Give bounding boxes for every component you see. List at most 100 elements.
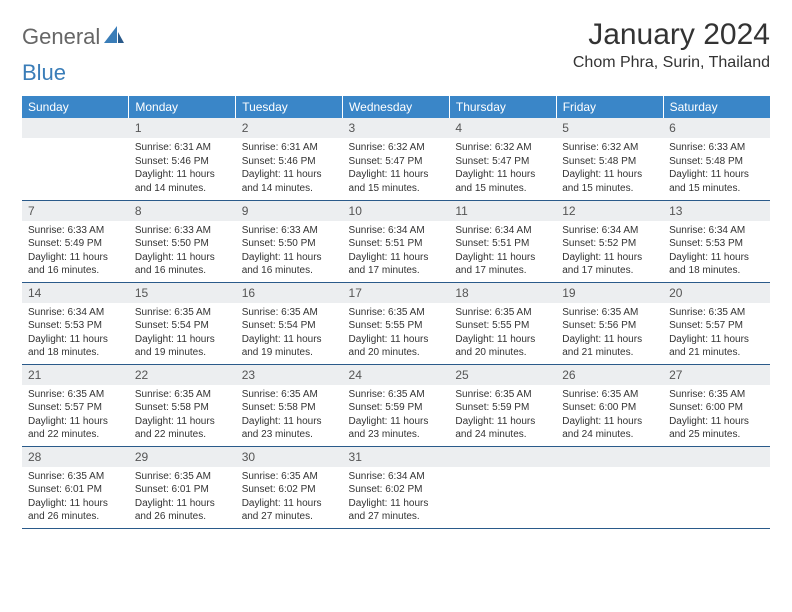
month-title: January 2024 xyxy=(573,18,770,52)
day-number: 9 xyxy=(236,201,343,221)
daylight-text: Daylight: 11 hours and 15 minutes. xyxy=(349,168,444,195)
sunset-text: Sunset: 5:57 PM xyxy=(28,401,123,415)
day-details: Sunrise: 6:34 AMSunset: 5:52 PMDaylight:… xyxy=(556,221,663,281)
weekday-header: Friday xyxy=(556,96,663,118)
day-details: Sunrise: 6:34 AMSunset: 5:51 PMDaylight:… xyxy=(343,221,450,281)
sunset-text: Sunset: 6:00 PM xyxy=(562,401,657,415)
calendar-day-cell: 21Sunrise: 6:35 AMSunset: 5:57 PMDayligh… xyxy=(22,364,129,446)
calendar-day-cell: 14Sunrise: 6:34 AMSunset: 5:53 PMDayligh… xyxy=(22,282,129,364)
daylight-text: Daylight: 11 hours and 16 minutes. xyxy=(242,251,337,278)
calendar-day-cell: 24Sunrise: 6:35 AMSunset: 5:59 PMDayligh… xyxy=(343,364,450,446)
day-number: 11 xyxy=(449,201,556,221)
sunset-text: Sunset: 5:57 PM xyxy=(669,319,764,333)
weekday-header: Tuesday xyxy=(236,96,343,118)
sunset-text: Sunset: 5:48 PM xyxy=(562,155,657,169)
sunrise-text: Sunrise: 6:31 AM xyxy=(242,141,337,155)
sunrise-text: Sunrise: 6:32 AM xyxy=(455,141,550,155)
day-number: 10 xyxy=(343,201,450,221)
empty-day xyxy=(22,118,129,138)
daylight-text: Daylight: 11 hours and 16 minutes. xyxy=(28,251,123,278)
day-number: 6 xyxy=(663,118,770,138)
day-number: 18 xyxy=(449,283,556,303)
sunset-text: Sunset: 5:53 PM xyxy=(669,237,764,251)
sunrise-text: Sunrise: 6:33 AM xyxy=(135,224,230,238)
calendar-day-cell: 30Sunrise: 6:35 AMSunset: 6:02 PMDayligh… xyxy=(236,446,343,528)
day-details: Sunrise: 6:35 AMSunset: 5:54 PMDaylight:… xyxy=(236,303,343,363)
calendar-day-cell: 3Sunrise: 6:32 AMSunset: 5:47 PMDaylight… xyxy=(343,118,450,200)
day-details: Sunrise: 6:34 AMSunset: 5:53 PMDaylight:… xyxy=(663,221,770,281)
sunrise-text: Sunrise: 6:34 AM xyxy=(349,470,444,484)
calendar-day-cell: 9Sunrise: 6:33 AMSunset: 5:50 PMDaylight… xyxy=(236,200,343,282)
sunrise-text: Sunrise: 6:35 AM xyxy=(28,470,123,484)
calendar-day-cell: 16Sunrise: 6:35 AMSunset: 5:54 PMDayligh… xyxy=(236,282,343,364)
daylight-text: Daylight: 11 hours and 15 minutes. xyxy=(455,168,550,195)
day-number: 24 xyxy=(343,365,450,385)
calendar-day-cell: 28Sunrise: 6:35 AMSunset: 6:01 PMDayligh… xyxy=(22,446,129,528)
calendar-day-cell: 17Sunrise: 6:35 AMSunset: 5:55 PMDayligh… xyxy=(343,282,450,364)
day-details: Sunrise: 6:35 AMSunset: 5:55 PMDaylight:… xyxy=(343,303,450,363)
day-number: 25 xyxy=(449,365,556,385)
sunset-text: Sunset: 6:00 PM xyxy=(669,401,764,415)
day-details: Sunrise: 6:35 AMSunset: 6:00 PMDaylight:… xyxy=(556,385,663,445)
sunrise-text: Sunrise: 6:34 AM xyxy=(28,306,123,320)
sunrise-text: Sunrise: 6:33 AM xyxy=(669,141,764,155)
day-number: 3 xyxy=(343,118,450,138)
day-number: 31 xyxy=(343,447,450,467)
day-details: Sunrise: 6:35 AMSunset: 6:02 PMDaylight:… xyxy=(236,467,343,527)
calendar-day-cell: 4Sunrise: 6:32 AMSunset: 5:47 PMDaylight… xyxy=(449,118,556,200)
calendar-header-row: SundayMondayTuesdayWednesdayThursdayFrid… xyxy=(22,96,770,118)
calendar-day-cell: 6Sunrise: 6:33 AMSunset: 5:48 PMDaylight… xyxy=(663,118,770,200)
day-details: Sunrise: 6:33 AMSunset: 5:48 PMDaylight:… xyxy=(663,138,770,198)
calendar-day-cell: 15Sunrise: 6:35 AMSunset: 5:54 PMDayligh… xyxy=(129,282,236,364)
day-number: 20 xyxy=(663,283,770,303)
sunset-text: Sunset: 5:47 PM xyxy=(349,155,444,169)
sunset-text: Sunset: 5:52 PM xyxy=(562,237,657,251)
sunrise-text: Sunrise: 6:35 AM xyxy=(242,388,337,402)
day-details: Sunrise: 6:35 AMSunset: 5:56 PMDaylight:… xyxy=(556,303,663,363)
sunset-text: Sunset: 6:01 PM xyxy=(135,483,230,497)
calendar-week-row: 28Sunrise: 6:35 AMSunset: 6:01 PMDayligh… xyxy=(22,446,770,528)
sunset-text: Sunset: 5:58 PM xyxy=(242,401,337,415)
daylight-text: Daylight: 11 hours and 26 minutes. xyxy=(28,497,123,524)
daylight-text: Daylight: 11 hours and 20 minutes. xyxy=(455,333,550,360)
sunset-text: Sunset: 5:50 PM xyxy=(135,237,230,251)
calendar-day-cell: 18Sunrise: 6:35 AMSunset: 5:55 PMDayligh… xyxy=(449,282,556,364)
weekday-header: Wednesday xyxy=(343,96,450,118)
sunrise-text: Sunrise: 6:35 AM xyxy=(135,306,230,320)
sunrise-text: Sunrise: 6:35 AM xyxy=(669,306,764,320)
calendar-day-cell xyxy=(663,446,770,528)
day-number: 2 xyxy=(236,118,343,138)
sunset-text: Sunset: 5:46 PM xyxy=(242,155,337,169)
day-details: Sunrise: 6:35 AMSunset: 5:54 PMDaylight:… xyxy=(129,303,236,363)
daylight-text: Daylight: 11 hours and 15 minutes. xyxy=(669,168,764,195)
calendar-day-cell: 23Sunrise: 6:35 AMSunset: 5:58 PMDayligh… xyxy=(236,364,343,446)
day-number: 23 xyxy=(236,365,343,385)
day-number: 5 xyxy=(556,118,663,138)
sunrise-text: Sunrise: 6:33 AM xyxy=(28,224,123,238)
calendar-week-row: 14Sunrise: 6:34 AMSunset: 5:53 PMDayligh… xyxy=(22,282,770,364)
calendar-day-cell: 20Sunrise: 6:35 AMSunset: 5:57 PMDayligh… xyxy=(663,282,770,364)
day-number: 27 xyxy=(663,365,770,385)
day-number: 15 xyxy=(129,283,236,303)
calendar-day-cell xyxy=(22,118,129,200)
sunrise-text: Sunrise: 6:35 AM xyxy=(135,470,230,484)
sunset-text: Sunset: 5:58 PM xyxy=(135,401,230,415)
day-details: Sunrise: 6:35 AMSunset: 6:01 PMDaylight:… xyxy=(22,467,129,527)
sunrise-text: Sunrise: 6:34 AM xyxy=(669,224,764,238)
calendar-day-cell: 19Sunrise: 6:35 AMSunset: 5:56 PMDayligh… xyxy=(556,282,663,364)
sunset-text: Sunset: 6:02 PM xyxy=(349,483,444,497)
logo-text-blue: Blue xyxy=(22,60,66,86)
day-number: 12 xyxy=(556,201,663,221)
sunrise-text: Sunrise: 6:34 AM xyxy=(562,224,657,238)
title-block: January 2024 Chom Phra, Surin, Thailand xyxy=(573,18,770,72)
calendar-day-cell xyxy=(556,446,663,528)
sunrise-text: Sunrise: 6:33 AM xyxy=(242,224,337,238)
day-details: Sunrise: 6:35 AMSunset: 5:57 PMDaylight:… xyxy=(22,385,129,445)
sunrise-text: Sunrise: 6:34 AM xyxy=(349,224,444,238)
empty-day xyxy=(663,447,770,467)
calendar-week-row: 21Sunrise: 6:35 AMSunset: 5:57 PMDayligh… xyxy=(22,364,770,446)
logo-sail-icon xyxy=(104,24,124,50)
sunrise-text: Sunrise: 6:35 AM xyxy=(669,388,764,402)
daylight-text: Daylight: 11 hours and 27 minutes. xyxy=(349,497,444,524)
logo-text-general: General xyxy=(22,24,100,50)
